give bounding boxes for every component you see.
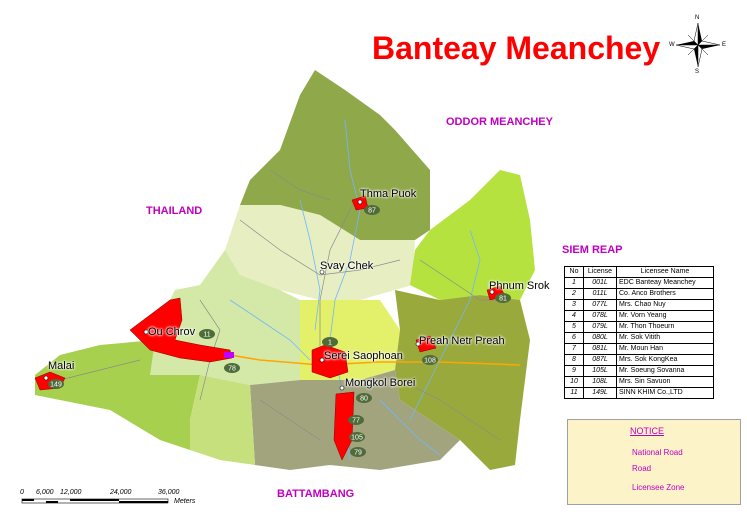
table-row: 10 108L Mrs. Sin Savuon <box>564 376 714 388</box>
cell-licensee-name: Co. Anco Brothers <box>616 288 714 300</box>
scale-tick-12000: 12,000 <box>60 489 82 496</box>
col-license: License <box>583 266 617 278</box>
town-svay-chek: Svay Chek <box>320 260 374 272</box>
cell-license: 077L <box>583 299 617 311</box>
compass-w: W <box>669 42 675 48</box>
legend-licensee-zone: Licensee Zone <box>632 483 685 492</box>
region-battambang: BATTAMBANG <box>277 488 355 500</box>
region-siem-reap: SIEM REAP <box>562 244 623 256</box>
cell-licensee-name: EDC Banteay Meanchey <box>616 277 714 289</box>
table-row: 9 105L Mr. Soeung Sovanna <box>564 365 714 377</box>
town-preah-netr-preah: Preah Netr Preah <box>419 335 505 347</box>
cell-no: 1 <box>564 277 584 289</box>
notice-legend: NOTICE National Road Road Licensee Zone <box>567 419 741 505</box>
cell-license: 078L <box>583 310 617 322</box>
cell-no: 2 <box>564 288 584 300</box>
table-row: 6 080L Mr. Sok Vitith <box>564 332 714 344</box>
table-row: 11 149L SINN KHIM Co.,LTD <box>564 387 714 399</box>
cell-license: 081L <box>583 343 617 355</box>
cell-license: 105L <box>583 365 617 377</box>
cell-license: 149L <box>583 387 617 399</box>
district-svay-chek <box>225 205 415 300</box>
map-title: Banteay Meanchey <box>372 30 661 66</box>
town-phnum-srok: Phnum Srok <box>489 280 550 292</box>
licensee-table: No License Licensee Name 1 001L EDC Bantea… <box>564 266 714 399</box>
scale-tick-24000: 24,000 <box>110 489 132 496</box>
cell-no: 11 <box>564 387 584 399</box>
table-row: 8 087L Mrs. Sok KongKea <box>564 354 714 366</box>
table-row: 7 081L Mr. Moun Han <box>564 343 714 355</box>
scale-tick-0: 0 <box>20 489 24 496</box>
table-row: 3 077L Mrs. Chao Nuy <box>564 299 714 311</box>
cell-no: 3 <box>564 299 584 311</box>
compass-e: E <box>722 42 727 48</box>
scale-tick-6000: 6,000 <box>36 489 54 496</box>
table-row: 2 011L Co. Anco Brothers <box>564 288 714 300</box>
cell-no: 8 <box>564 354 584 366</box>
cell-licensee-name: Mrs. Sin Savuon <box>616 376 714 388</box>
cell-no: 6 <box>564 332 584 344</box>
notice-title: NOTICE <box>630 426 665 436</box>
cell-license: 001L <box>583 277 617 289</box>
cell-licensee-name: Mr. Moun Han <box>616 343 714 355</box>
cell-no: 10 <box>564 376 584 388</box>
district-preah-netr-preah <box>395 290 530 470</box>
town-mongkol-borei: Mongkol Borei <box>345 377 416 389</box>
col-licensee-name: Licensee Name <box>616 266 714 278</box>
licensee-zone-purple <box>224 352 234 358</box>
cell-license: 079L <box>583 321 617 333</box>
scale-unit: Meters <box>174 498 196 505</box>
scale-tick-36000: 36,000 <box>158 489 180 496</box>
cell-no: 7 <box>564 343 584 355</box>
cell-license: 011L <box>583 288 617 300</box>
cell-license: 108L <box>583 376 617 388</box>
table-row: 5 079L Mr. Thon Thoeurn <box>564 321 714 333</box>
district-thma-puok <box>240 70 430 250</box>
town-serei-saophoan: Serei Saophoan <box>324 350 403 362</box>
district-south-west <box>190 375 255 465</box>
cell-no: 4 <box>564 310 584 322</box>
legend-road: Road <box>632 464 652 473</box>
col-no: No <box>564 266 584 278</box>
cell-license: 080L <box>583 332 617 344</box>
compass-rose <box>675 22 721 68</box>
cell-license: 087L <box>583 354 617 366</box>
table-row: 1 001L EDC Banteay Meanchey <box>564 277 714 289</box>
town-thma-puok: Thma Puok <box>360 188 417 200</box>
legend-national-road: National Road <box>632 448 683 457</box>
cell-no: 5 <box>564 321 584 333</box>
scale-bar <box>21 498 169 504</box>
cell-licensee-name: Mr. Thon Thoeurn <box>616 321 714 333</box>
district-malai <box>35 340 200 450</box>
compass-n: N <box>695 15 700 21</box>
town-ou-chrov: Ou Chrov <box>148 326 196 338</box>
table-row: 4 078L Mr. Vorn Yeang <box>564 310 714 322</box>
compass-s: S <box>695 69 700 75</box>
region-thailand: THAILAND <box>146 205 203 217</box>
cell-licensee-name: Mrs. Chao Nuy <box>616 299 714 311</box>
cell-licensee-name: Mrs. Sok KongKea <box>616 354 714 366</box>
cell-licensee-name: Mr. Soeung Sovanna <box>616 365 714 377</box>
cell-licensee-name: Mr. Vorn Yeang <box>616 310 714 322</box>
cell-no: 9 <box>564 365 584 377</box>
district-phnum-srok <box>410 170 535 300</box>
cell-licensee-name: SINN KHIM Co.,LTD <box>616 387 714 399</box>
town-points <box>43 199 495 391</box>
licensee-table-header: No License Licensee Name <box>564 266 714 278</box>
region-oddor-meanchey: ODDOR MEANCHEY <box>446 116 553 128</box>
town-malai: Malai <box>48 360 75 372</box>
cell-licensee-name: Mr. Sok Vitith <box>616 332 714 344</box>
